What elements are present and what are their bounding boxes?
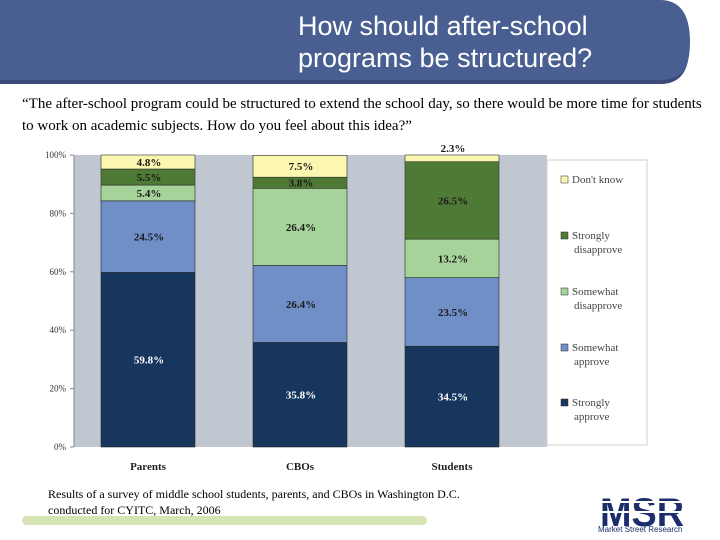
y-tick-label: 100%	[45, 150, 67, 160]
title-banner	[0, 0, 690, 84]
y-tick-label: 20%	[50, 384, 67, 394]
data-label: 35.8%	[286, 390, 316, 402]
data-label: 5.4%	[137, 188, 162, 200]
slide-title-line-1: How should after-school	[298, 11, 588, 41]
data-label: 26.4%	[286, 222, 316, 234]
legend-swatch	[560, 175, 569, 184]
survey-question: “The after-school program could be struc…	[22, 96, 702, 134]
y-tick-label: 60%	[50, 267, 67, 277]
data-label: 4.8%	[137, 157, 162, 169]
bar-segment	[252, 342, 348, 448]
legend-swatch	[560, 398, 569, 407]
msr-logo: MSR	[598, 491, 688, 533]
footnote-underline	[22, 516, 427, 525]
bar-segment	[252, 154, 348, 178]
y-tick-label: 80%	[50, 208, 67, 218]
legend-label: Strongly	[572, 397, 610, 409]
bar-segment	[404, 238, 500, 278]
data-label: 24.5%	[134, 232, 164, 244]
legend-label: approve	[574, 356, 610, 368]
data-label: 26.5%	[438, 195, 468, 207]
legend-swatch	[560, 287, 569, 296]
data-label: 26.4%	[286, 299, 316, 311]
bar-segment	[100, 272, 196, 448]
banner-shadow	[0, 60, 688, 84]
data-label: 59.8%	[134, 355, 164, 367]
data-label: 7.5%	[289, 161, 314, 173]
footnote: Results of a survey of middle school stu…	[48, 486, 568, 518]
footnote-line-1: Results of a survey of middle school stu…	[48, 487, 460, 501]
x-tick-label: CBOs	[286, 461, 315, 473]
x-tick-label: Students	[432, 461, 474, 473]
legend-label: Somewhat	[572, 286, 618, 298]
legend-swatch	[560, 231, 569, 240]
slide-title-line-2: programs be structured?	[298, 43, 593, 73]
legend-label: Strongly	[572, 230, 610, 242]
bar-segment	[404, 161, 500, 240]
legend-box	[546, 159, 648, 446]
logo-caption: Market Street Research	[598, 525, 683, 534]
bar-segment	[404, 345, 500, 448]
legend-label: disapprove	[574, 244, 622, 256]
bar-segment	[252, 187, 348, 266]
banner-shape	[0, 0, 690, 84]
legend-label: disapprove	[574, 300, 622, 312]
legend-swatch	[560, 343, 569, 352]
legend-label: approve	[574, 411, 610, 423]
y-tick-label: 0%	[54, 442, 67, 452]
y-tick-label: 40%	[50, 325, 67, 335]
x-tick-label: Parents	[130, 461, 167, 473]
data-label: 23.5%	[438, 307, 468, 319]
data-label: 34.5%	[438, 392, 468, 404]
footnote-line-2: conducted for CYITC, March, 2006	[48, 503, 221, 517]
data-label: 13.2%	[438, 253, 468, 265]
bar-segment	[404, 154, 500, 163]
legend-label: Don't know	[572, 174, 623, 186]
bar-segment	[100, 154, 196, 170]
data-label: 3.8%	[289, 178, 314, 190]
data-label: 2.3%	[441, 143, 466, 155]
bar-segment	[404, 277, 500, 347]
legend-label: Somewhat	[572, 342, 618, 354]
bar-segment	[252, 265, 348, 343]
data-label: 5.5%	[137, 172, 162, 184]
slide-title: How should after-school programs be stru…	[298, 10, 698, 74]
bar-segment	[100, 200, 196, 273]
